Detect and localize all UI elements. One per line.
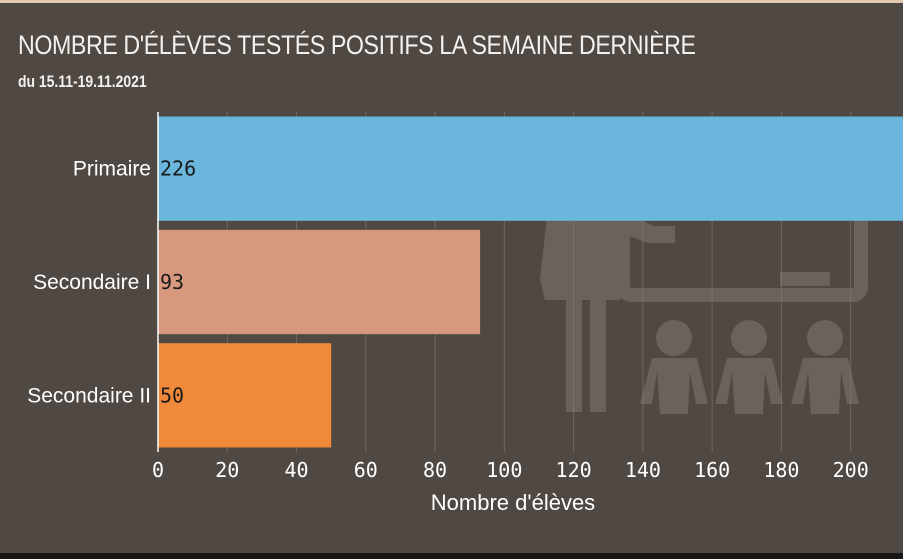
x-tick-label: 180: [763, 458, 799, 482]
x-tick-label: 0: [152, 458, 164, 482]
data-label: 50: [160, 383, 184, 407]
bottom-border: [0, 553, 903, 559]
student-icon-2: [715, 320, 783, 414]
category-label: Secondaire I: [33, 271, 151, 294]
x-tick-label: 120: [556, 458, 592, 482]
x-tick-label: 20: [215, 458, 239, 482]
x-tick-label: 100: [486, 458, 522, 482]
x-tick-label: 40: [284, 458, 308, 482]
bar-secondaire-i: [158, 229, 481, 335]
x-tick-label: 160: [694, 458, 730, 482]
bar-secondaire-ii: [158, 343, 332, 448]
x-tick-labels: 0 20 40 60 80 100 120 140 160 180 200: [152, 458, 869, 482]
category-label: Primaire: [73, 158, 151, 181]
x-tick-label: 200: [833, 458, 869, 482]
chart-subtitle: du 15.11-19.11.2021: [18, 72, 147, 91]
bar-primaire: [158, 116, 903, 221]
top-accent-line: [0, 0, 903, 3]
data-label: 226: [160, 157, 196, 181]
chart-title: NOMBRE D'ÉLÈVES TESTÉS POSITIFS LA SEMAI…: [18, 30, 696, 60]
category-labels: Primaire Secondaire I Secondaire II: [27, 158, 151, 408]
bars: [158, 116, 903, 448]
x-axis-label: Nombre d'élèves: [431, 490, 595, 515]
x-tick-label: 140: [625, 458, 661, 482]
category-label: Secondaire II: [27, 384, 151, 407]
data-label: 93: [160, 270, 184, 294]
student-icon-1: [640, 320, 708, 414]
x-tick-label: 60: [354, 458, 378, 482]
x-tick-label: 80: [423, 458, 447, 482]
student-icon-3: [791, 320, 859, 414]
value-labels: 226 93 50: [160, 157, 196, 408]
